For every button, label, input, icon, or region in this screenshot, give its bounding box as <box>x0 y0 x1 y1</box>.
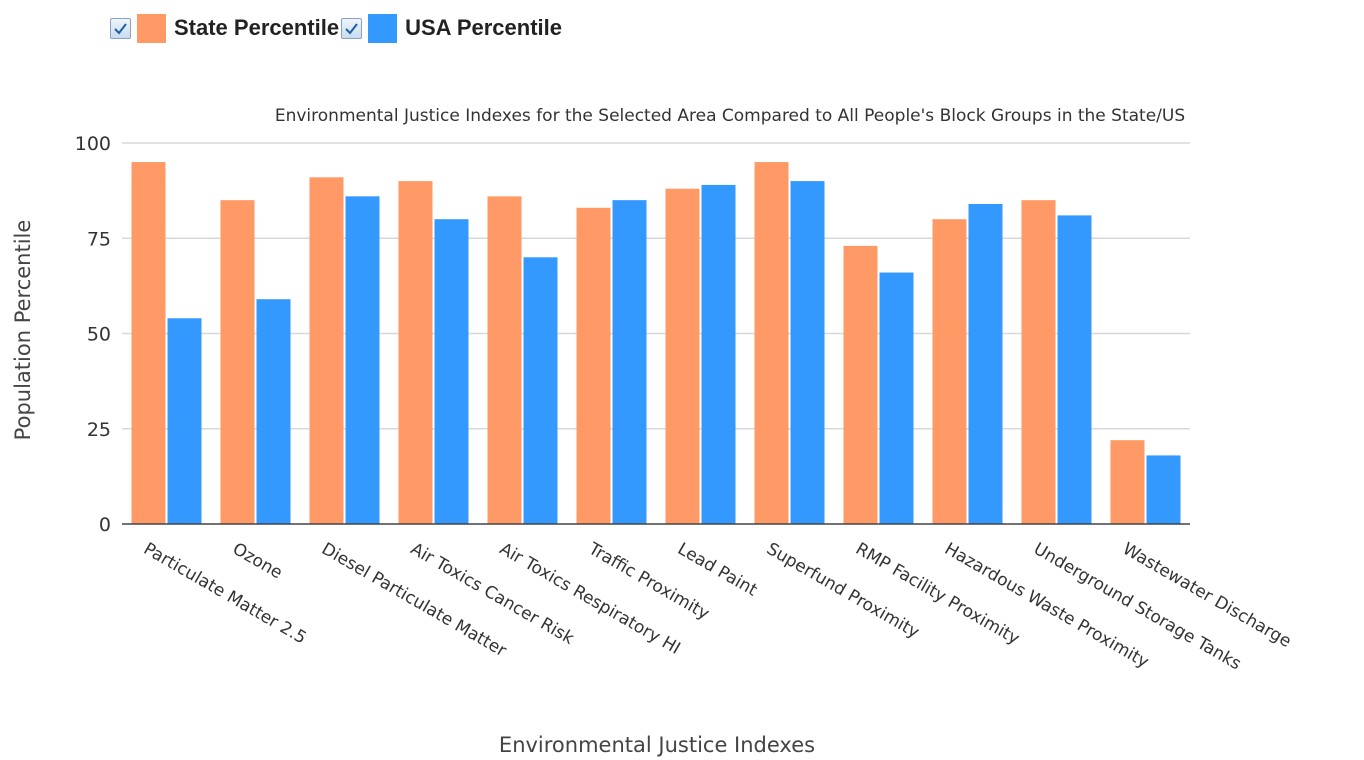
x-tick-label: Superfund Proximity <box>763 539 923 643</box>
bar-state[interactable] <box>665 188 700 524</box>
bar-state[interactable] <box>309 177 344 525</box>
x-tick-label: Particulate Matter 2.5 <box>140 539 310 649</box>
bar-usa[interactable] <box>879 272 914 524</box>
y-tick-label: 0 <box>99 514 111 536</box>
y-tick-label: 50 <box>87 324 111 346</box>
legend-item-usa-percentile[interactable]: USA Percentile <box>341 13 562 43</box>
bar-state[interactable] <box>131 162 166 525</box>
legend-label-state: State Percentile <box>174 15 340 40</box>
legend-swatch-usa <box>368 13 398 43</box>
bar-state[interactable] <box>1110 440 1145 524</box>
x-axis-label: Environmental Justice Indexes <box>499 733 815 757</box>
legend-item-state-percentile[interactable]: State Percentile <box>110 13 340 43</box>
chart-legend: State Percentile USA Percentile <box>110 8 564 48</box>
chart-title: Environmental Justice Indexes for the Se… <box>275 106 1185 126</box>
legend-swatch-state <box>137 13 166 43</box>
bar-state[interactable] <box>576 207 611 524</box>
checkbox-checked-icon[interactable] <box>110 17 131 39</box>
bar-usa[interactable] <box>167 318 202 524</box>
bar-state[interactable] <box>398 181 433 524</box>
y-tick-label: 25 <box>87 419 111 441</box>
y-tick-label: 75 <box>87 228 111 250</box>
checkbox-checked-icon[interactable] <box>341 17 363 39</box>
x-tick-label: RMP Facility Proximity <box>852 539 1023 649</box>
bar-usa[interactable] <box>790 181 825 524</box>
x-tick-label: Ozone <box>229 539 286 583</box>
bar-usa[interactable] <box>256 299 291 524</box>
bar-usa[interactable] <box>523 257 558 524</box>
bar-state[interactable] <box>843 245 878 524</box>
bar-usa[interactable] <box>434 219 469 524</box>
bar-state[interactable] <box>932 219 967 524</box>
bar-state[interactable] <box>754 162 789 525</box>
bar-usa[interactable] <box>968 203 1003 524</box>
bar-usa[interactable] <box>1057 215 1092 524</box>
bar-usa[interactable] <box>345 196 380 524</box>
bar-usa[interactable] <box>612 200 647 524</box>
y-tick-label: 100 <box>75 133 111 155</box>
x-tick-label: Air Toxics Cancer Risk <box>407 539 577 649</box>
grid-lines <box>122 142 1190 430</box>
bar-usa[interactable] <box>1146 455 1181 524</box>
bar-state[interactable] <box>1021 200 1056 524</box>
bar-usa[interactable] <box>701 184 736 524</box>
y-axis-ticks: 0 25 50 75 100 <box>75 133 111 536</box>
y-axis-label: Population Percentile <box>11 220 35 441</box>
bar-state[interactable] <box>220 200 255 524</box>
legend-label-usa: USA Percentile <box>405 15 562 40</box>
bars <box>131 162 1181 525</box>
bar-state[interactable] <box>487 196 522 524</box>
